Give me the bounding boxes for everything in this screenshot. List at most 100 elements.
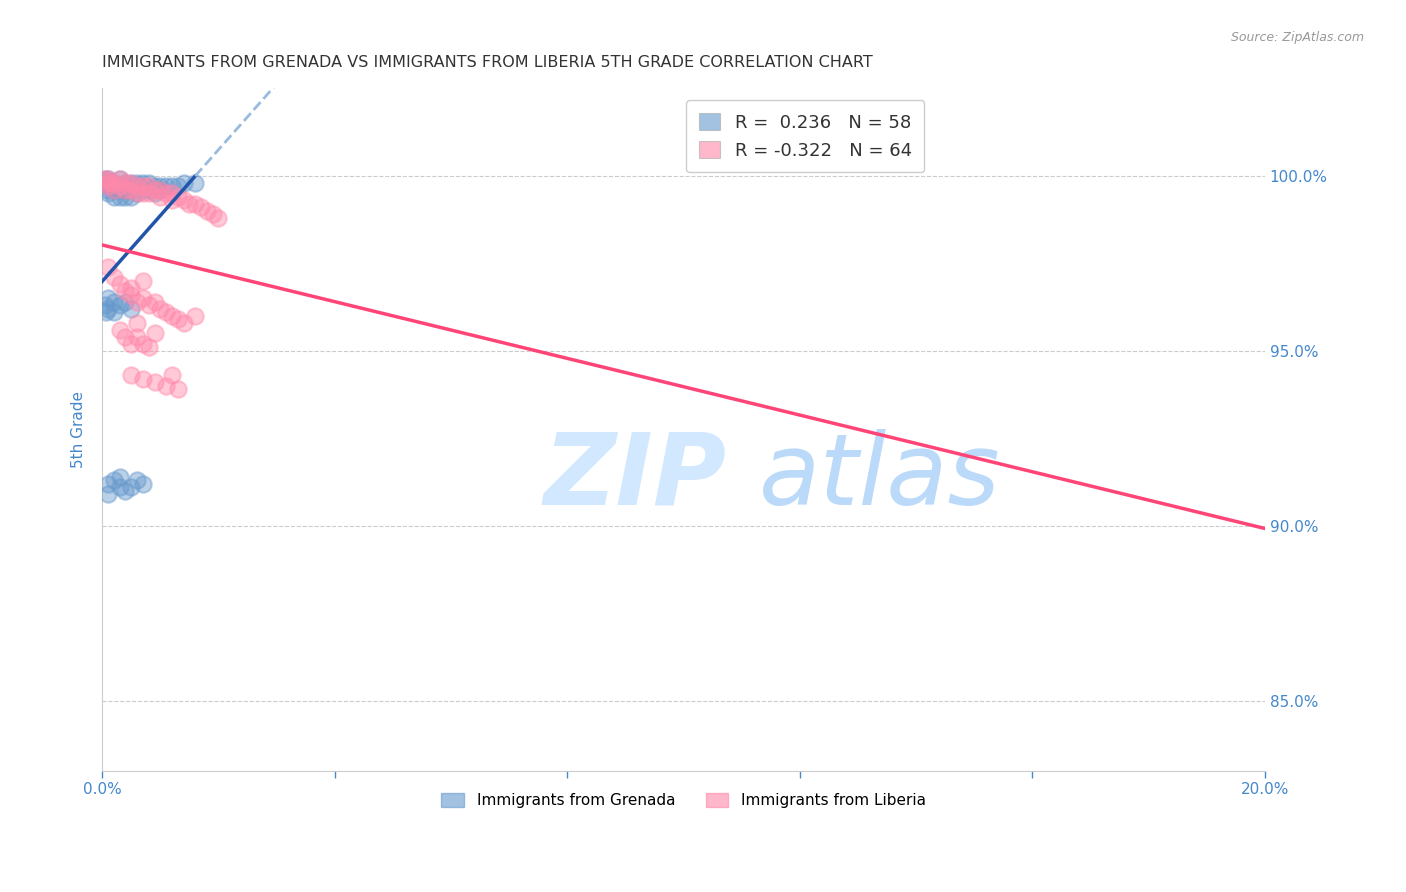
Point [94, 298, 117, 312]
Point [103, 294, 125, 309]
Point [132, 291, 155, 305]
Point [143, 179, 166, 194]
Point [149, 301, 172, 316]
Point [127, 186, 149, 200]
Point [103, 182, 125, 196]
Point [100, 179, 122, 194]
Point [195, 203, 218, 218]
Point [97, 186, 120, 200]
Point [114, 294, 136, 309]
Point [138, 176, 160, 190]
Point [103, 473, 125, 487]
Point [120, 301, 142, 316]
Point [207, 211, 229, 225]
Point [132, 182, 155, 196]
Point [108, 172, 131, 186]
Point [103, 189, 125, 203]
Point [160, 368, 183, 382]
Point [160, 179, 183, 194]
Point [97, 172, 120, 186]
Point [108, 469, 131, 483]
Point [127, 473, 149, 487]
Point [114, 189, 136, 203]
Point [132, 371, 155, 385]
Point [94, 172, 117, 186]
Point [97, 301, 120, 316]
Point [155, 305, 177, 319]
Point [160, 193, 183, 207]
Point [100, 176, 122, 190]
Point [114, 182, 136, 196]
Point [97, 476, 120, 491]
Point [143, 186, 166, 200]
Point [132, 186, 155, 200]
Point [138, 298, 160, 312]
Point [96, 179, 118, 194]
Point [108, 322, 131, 336]
Point [97, 172, 120, 186]
Point [127, 176, 149, 190]
Point [97, 260, 120, 274]
Point [114, 182, 136, 196]
Point [160, 186, 183, 200]
Point [184, 176, 207, 190]
Point [138, 340, 160, 354]
Point [120, 182, 142, 196]
Point [155, 179, 177, 194]
Point [97, 182, 120, 196]
Point [114, 176, 136, 190]
Point [96, 176, 118, 190]
Point [160, 309, 183, 323]
Point [149, 189, 172, 203]
Point [155, 378, 177, 392]
Point [127, 186, 149, 200]
Point [143, 326, 166, 340]
Point [127, 179, 149, 194]
Point [132, 273, 155, 287]
Y-axis label: 5th Grade: 5th Grade [72, 391, 86, 467]
Point [143, 375, 166, 389]
Point [149, 179, 172, 194]
Point [108, 298, 131, 312]
Point [114, 329, 136, 343]
Point [166, 312, 188, 326]
Point [108, 480, 131, 494]
Point [120, 176, 142, 190]
Point [96, 305, 118, 319]
Point [114, 179, 136, 194]
Point [97, 179, 120, 194]
Point [173, 316, 195, 330]
Point [120, 287, 142, 301]
Point [97, 291, 120, 305]
Point [138, 182, 160, 196]
Point [179, 196, 201, 211]
Point [103, 270, 125, 285]
Point [120, 368, 142, 382]
Point [127, 294, 149, 309]
Point [108, 179, 131, 194]
Point [120, 280, 142, 294]
Point [138, 179, 160, 194]
Point [114, 284, 136, 298]
Point [132, 336, 155, 351]
Point [132, 476, 155, 491]
Point [108, 182, 131, 196]
Point [108, 277, 131, 291]
Point [190, 200, 212, 214]
Point [108, 179, 131, 194]
Point [201, 207, 224, 221]
Point [166, 189, 188, 203]
Point [103, 176, 125, 190]
Point [103, 179, 125, 194]
Point [155, 186, 177, 200]
Point [120, 189, 142, 203]
Text: Source: ZipAtlas.com: Source: ZipAtlas.com [1230, 31, 1364, 45]
Point [173, 176, 195, 190]
Point [120, 480, 142, 494]
Point [149, 182, 172, 196]
Point [127, 179, 149, 194]
Point [143, 182, 166, 196]
Point [132, 176, 155, 190]
Point [120, 336, 142, 351]
Point [114, 483, 136, 498]
